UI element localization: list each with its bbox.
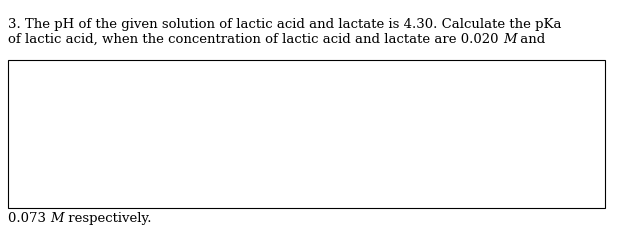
Bar xyxy=(8,60,605,208)
Text: 3. The pH of the given solution of lactic acid and lactate is 4.30. Calculate th: 3. The pH of the given solution of lacti… xyxy=(8,18,562,31)
Text: respectively.: respectively. xyxy=(64,212,151,225)
Text: and: and xyxy=(516,33,546,46)
Text: of lactic acid, when the concentration of lactic acid and lactate are 0.020: of lactic acid, when the concentration o… xyxy=(8,33,503,46)
Text: M: M xyxy=(50,212,64,225)
Text: M: M xyxy=(503,33,516,46)
Text: 0.073: 0.073 xyxy=(8,212,50,225)
